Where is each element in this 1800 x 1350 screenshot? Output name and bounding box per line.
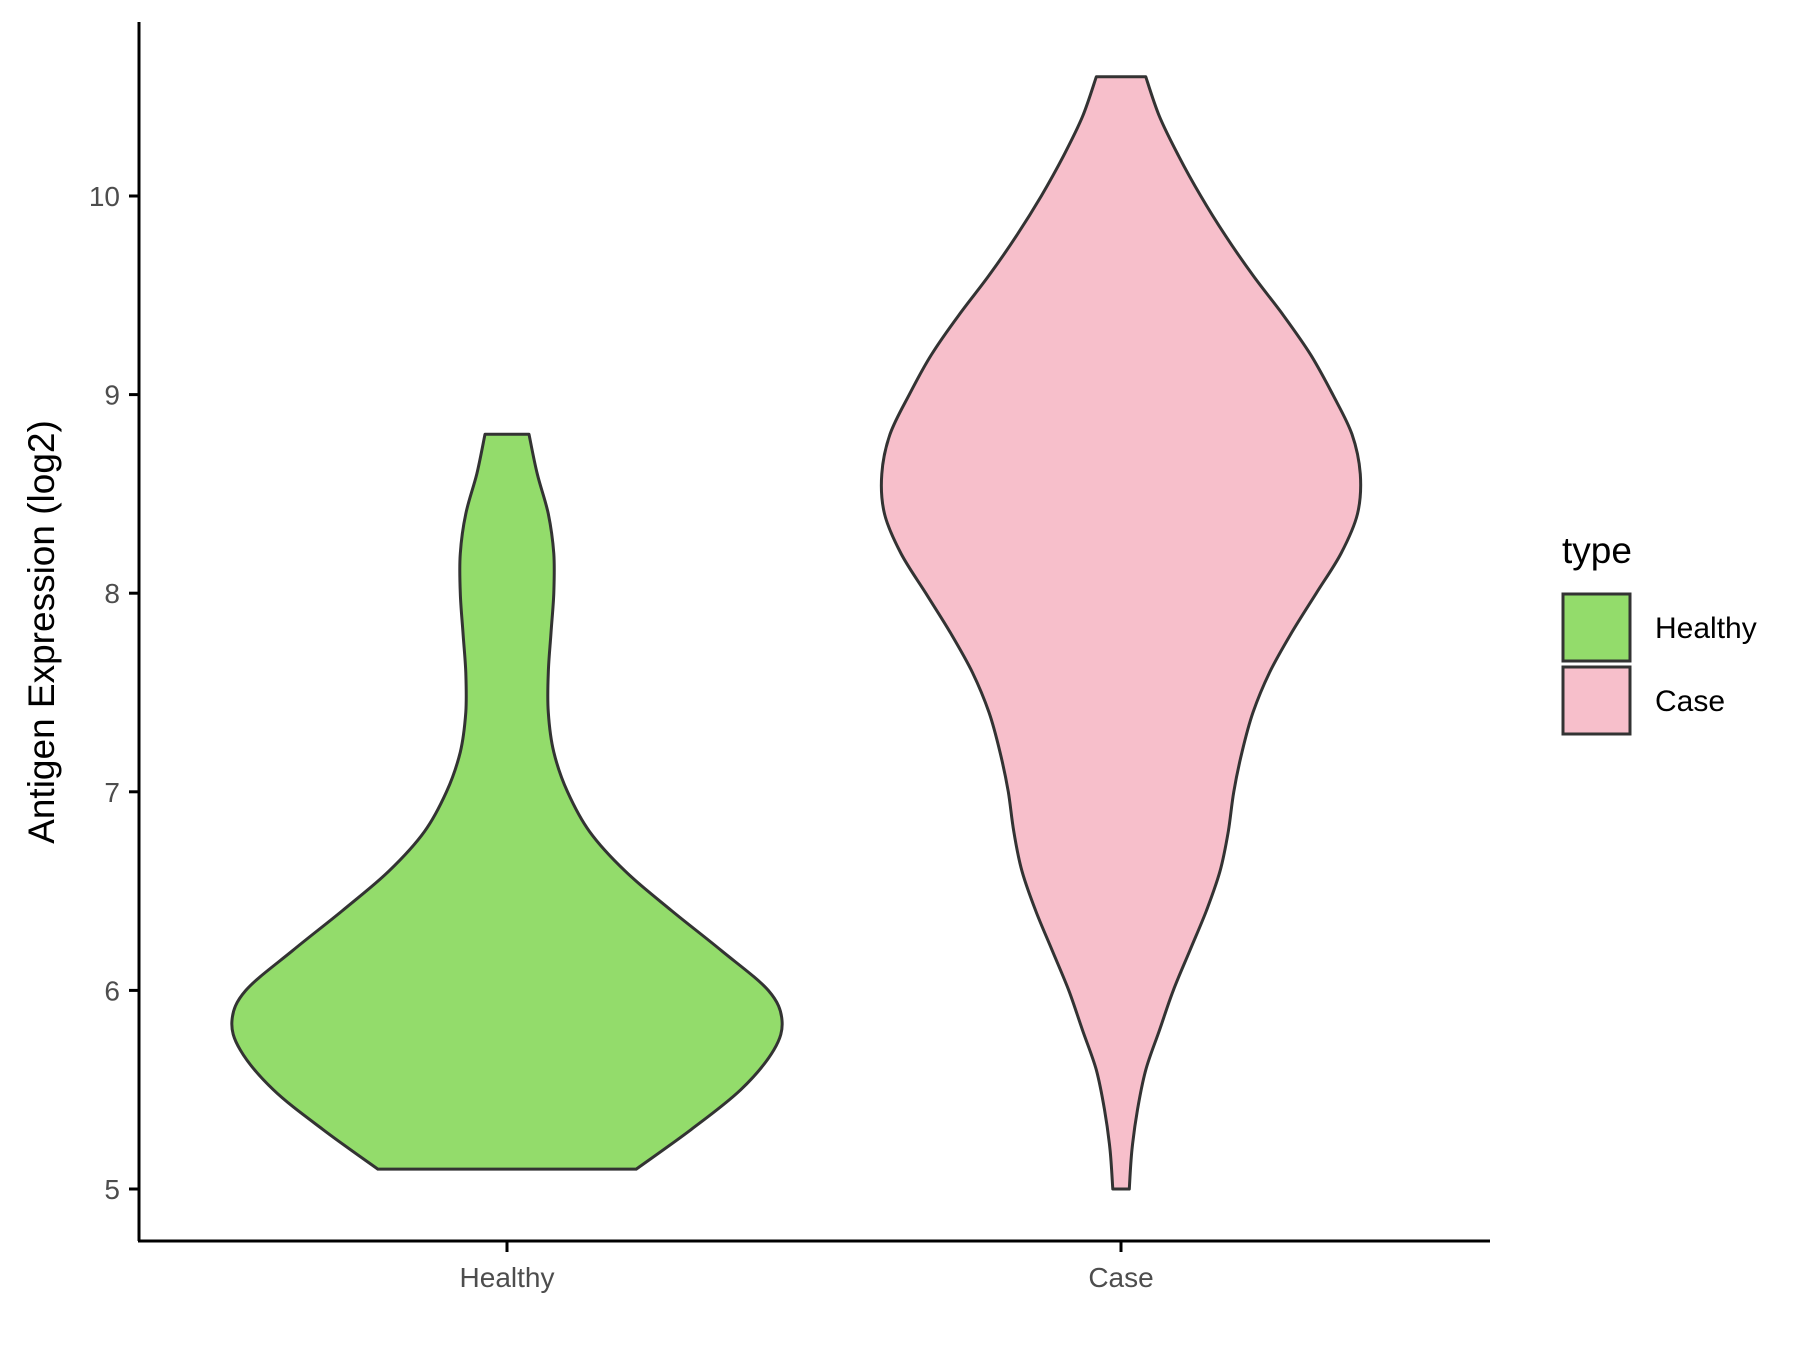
x-ticks: Healthy Case [460, 1241, 1154, 1293]
y-ticks: 5 6 7 8 9 10 [89, 181, 139, 1205]
violins [230, 75, 1363, 1191]
legend-title: type [1562, 530, 1632, 571]
x-tick-label: Case [1088, 1262, 1153, 1293]
violin-healthy [230, 432, 784, 1171]
y-tick-label: 8 [104, 578, 120, 609]
x-tick-label: Healthy [460, 1262, 555, 1293]
legend-swatch-healthy [1561, 592, 1632, 663]
y-tick-label: 5 [104, 1174, 120, 1205]
y-axis-title: Antigen Expression (log2) [21, 420, 62, 844]
legend-label-healthy: Healthy [1655, 612, 1757, 645]
legend-label-case: Case [1655, 685, 1725, 718]
axes: 5 6 7 8 9 10 Healthy Case [89, 22, 1490, 1293]
violin-case [879, 75, 1363, 1191]
legend: type Healthy Case [1561, 530, 1757, 736]
y-tick-label: 6 [104, 975, 120, 1006]
legend-entries: Healthy Case [1561, 592, 1757, 736]
y-tick-label: 7 [104, 777, 120, 808]
y-tick-label: 10 [89, 181, 120, 212]
legend-swatch-case [1561, 665, 1632, 736]
y-tick-label: 9 [104, 380, 120, 411]
